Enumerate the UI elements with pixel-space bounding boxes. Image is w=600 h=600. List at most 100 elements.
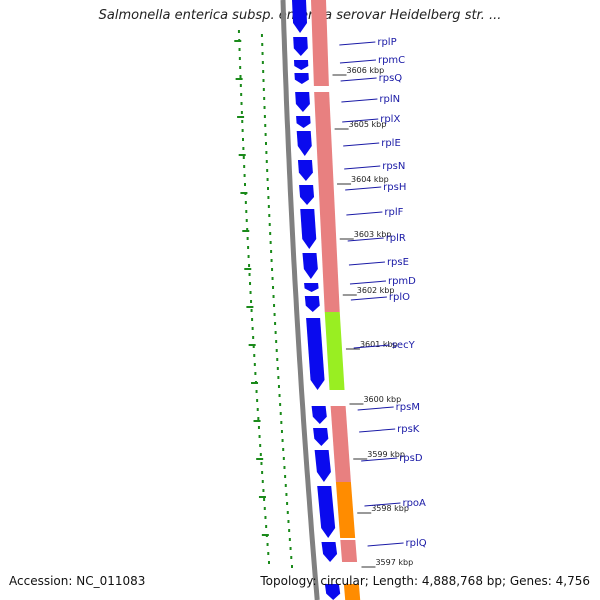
kbp-label: 3604 kbp	[351, 175, 389, 184]
gc-dot	[280, 430, 283, 433]
gene-label-rpsK: rpsK	[397, 424, 420, 435]
gene-leader	[347, 237, 384, 242]
gc-dot	[283, 466, 286, 469]
gc-dot	[264, 124, 267, 127]
gc-dot	[279, 412, 282, 415]
gc-dot	[252, 345, 255, 348]
cds-arrow	[304, 283, 319, 292]
gc-peak	[237, 116, 245, 118]
gc-dot	[288, 529, 291, 532]
gene-leader	[341, 98, 378, 103]
gc-dot	[261, 52, 264, 55]
gc-peak	[246, 306, 254, 308]
gene-leader	[339, 41, 376, 46]
gc-dot	[243, 183, 246, 186]
cds-arrow	[293, 37, 308, 56]
gc-dot	[246, 228, 249, 231]
gc-dot	[241, 129, 244, 132]
gc-dot	[265, 525, 268, 528]
cds-arrow	[292, 0, 308, 33]
gc-dot	[269, 241, 272, 244]
gc-dot	[264, 133, 267, 136]
gc-dot	[277, 376, 280, 379]
gc-dot	[237, 30, 240, 33]
cds-arrow	[300, 209, 317, 249]
gc-dot	[254, 372, 257, 375]
cog-segment	[324, 312, 345, 390]
gc-dot	[275, 349, 278, 352]
gene-label-rpsQ: rpsQ	[379, 73, 403, 84]
gc-dot	[249, 291, 252, 294]
gene-label-rpsN: rpsN	[382, 161, 405, 172]
gc-dot	[256, 399, 259, 402]
gene-label-rpmC: rpmC	[378, 55, 405, 66]
gc-dot	[261, 61, 264, 64]
gc-dot	[252, 336, 255, 339]
gc-dot	[284, 475, 287, 478]
gc-dot	[242, 147, 245, 150]
gc-dot	[266, 178, 269, 181]
cds-arrow	[306, 318, 325, 390]
gene-leader	[350, 296, 387, 301]
gene-leader	[359, 428, 396, 433]
gc-dot	[279, 403, 282, 406]
cog-segment	[330, 406, 351, 482]
gene-leader	[340, 77, 377, 82]
cds-arrow	[297, 160, 313, 181]
gene-label-rplP: rplP	[377, 37, 396, 48]
gc-dot	[261, 480, 264, 483]
kbp-label: 3605 kbp	[349, 120, 387, 129]
gene-label-secY: secY	[392, 340, 416, 351]
gc-dot	[251, 318, 254, 321]
kbp-label: 3601 kbp	[360, 340, 398, 349]
gc-dot	[240, 93, 243, 96]
gc-dot	[238, 57, 241, 60]
gc-dot	[289, 547, 292, 550]
gene-label-rplR: rplR	[386, 233, 406, 244]
gc-dot	[247, 255, 250, 258]
gene-label-rplF: rplF	[384, 207, 403, 218]
gc-dot	[255, 390, 258, 393]
gc-dot	[274, 322, 277, 325]
gc-dot	[251, 327, 254, 330]
cog-segment	[340, 540, 358, 562]
gc-dot	[275, 340, 278, 343]
gc-dot	[253, 354, 256, 357]
gc-dot	[273, 313, 276, 316]
gc-dot	[288, 538, 291, 541]
gc-dot	[272, 286, 275, 289]
gc-dot	[249, 282, 252, 285]
gene-leader	[339, 59, 377, 64]
gene-labels: rplP rpmC rpsQ rplN rplX rplE rpsN rpsH rplF rplR…	[339, 37, 427, 549]
cds-arrow	[302, 253, 318, 279]
gene-leader	[348, 261, 385, 266]
gc-dot	[270, 250, 273, 253]
kbp-label: 3606 kbp	[347, 66, 385, 75]
gc-dot	[267, 552, 270, 555]
gc-dot	[262, 88, 265, 91]
gc-dot	[290, 556, 293, 559]
gene-leader	[344, 165, 381, 170]
kbp-label: 3598 kbp	[371, 504, 409, 513]
gc-dot	[245, 219, 248, 222]
gene-label-rplN: rplN	[379, 94, 400, 105]
gc-peak	[248, 344, 256, 346]
gc-peak	[234, 40, 242, 42]
gc-skew-track	[234, 30, 293, 568]
cds-arrow	[304, 296, 320, 312]
cds-arrow	[296, 116, 311, 128]
gc-dot	[263, 106, 266, 109]
cog-segment	[335, 482, 356, 538]
gc-peak	[256, 458, 264, 460]
gc-dot	[276, 358, 279, 361]
gene-leader	[345, 186, 382, 191]
gene-label-rplQ: rplQ	[406, 538, 427, 549]
gc-dot	[250, 309, 253, 312]
cds-arrow	[313, 428, 329, 446]
kbp-ticks: 3606 kbp 3605 kbp 3604 kbp 3603 kbp 3602 kbp…	[332, 66, 413, 568]
gc-dot	[263, 507, 266, 510]
gc-dot	[256, 408, 259, 411]
genome-summary-text: Topology: circular; Length: 4,888,768 bp…	[260, 574, 590, 588]
gc-dot	[270, 259, 273, 262]
